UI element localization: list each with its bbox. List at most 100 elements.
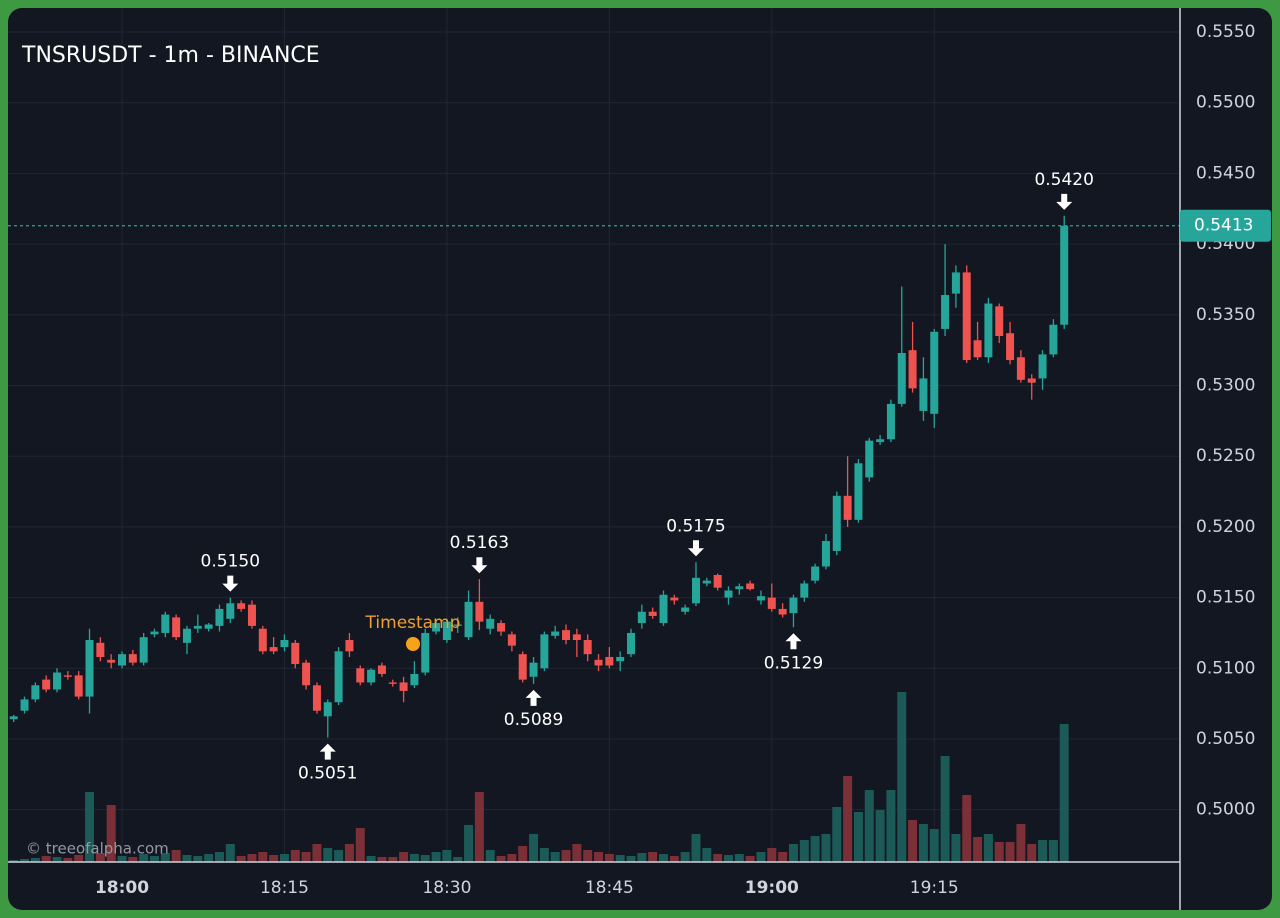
volume-bar	[420, 855, 430, 862]
candle-body	[778, 608, 787, 615]
annotation-label: 0.5163	[450, 533, 509, 553]
volume-bar	[464, 825, 474, 862]
candle-body	[681, 607, 690, 612]
annotation-label: 0.5420	[1034, 170, 1093, 190]
candle-body	[410, 673, 419, 686]
volume-bar	[507, 854, 517, 862]
volume-bar	[1027, 844, 1037, 862]
arrow-down	[1056, 193, 1073, 210]
volume-bar	[875, 810, 885, 862]
volume-bar	[1048, 840, 1058, 862]
y-tick-label: 0.5450	[1196, 163, 1255, 183]
watermark: © treeofalpha.com	[26, 840, 169, 858]
volume-bar	[983, 834, 993, 862]
candle-body	[139, 637, 148, 663]
candle-body	[507, 634, 516, 646]
last-price-box	[1180, 209, 1271, 242]
arrow-up	[525, 689, 542, 706]
candle-body	[237, 603, 246, 609]
volume-bar	[388, 857, 398, 862]
candle-body	[919, 378, 928, 411]
candle-body	[995, 306, 1004, 337]
candle-body	[20, 699, 29, 711]
candle-body	[1027, 378, 1036, 383]
candle-body	[345, 640, 354, 652]
candle-body	[594, 659, 603, 666]
volume-bar	[539, 848, 549, 862]
candle-body	[367, 669, 376, 683]
volume-bar	[832, 807, 842, 862]
candle-body	[161, 614, 170, 633]
candle-body	[627, 632, 636, 655]
volume-bar	[431, 852, 441, 862]
x-tick-label: 18:30	[422, 878, 471, 898]
volume-bar	[269, 855, 279, 862]
volume-bar	[52, 857, 62, 862]
candle-body	[691, 577, 700, 604]
candle-body	[497, 623, 506, 632]
candle-body	[670, 597, 679, 601]
arrow-up	[785, 633, 802, 650]
candle-body	[572, 634, 581, 641]
volume-bar	[204, 854, 214, 862]
volume-bar	[442, 850, 452, 862]
candle-body	[464, 601, 473, 638]
candle-body	[518, 654, 527, 680]
volume-bar	[258, 852, 268, 862]
candle-body	[789, 597, 798, 614]
volume-bar	[572, 844, 582, 862]
x-tick-label: 19:15	[910, 878, 959, 898]
y-tick-label: 0.5350	[1196, 305, 1255, 325]
candle-body	[269, 647, 278, 652]
chart-title: TNSRUSDT - 1m - BINANCE	[21, 43, 320, 68]
annotation-label: 0.5175	[666, 516, 725, 536]
volume-bar	[409, 854, 419, 862]
volume-bar	[799, 840, 809, 862]
volume-bar	[973, 837, 983, 862]
candle-body	[323, 702, 332, 717]
volume-bar	[160, 853, 170, 862]
candle-body	[388, 682, 397, 684]
candle-body	[118, 654, 126, 666]
candle-body	[702, 580, 711, 584]
arrow-up	[319, 743, 336, 760]
volume-bar	[659, 854, 668, 862]
volume-bar	[691, 834, 701, 862]
candle-body	[832, 495, 841, 551]
volume-bar	[63, 858, 73, 862]
y-tick-label: 0.5300	[1196, 376, 1255, 396]
volume-bar	[594, 852, 604, 862]
volume-bar	[485, 850, 495, 862]
volume-bar	[669, 856, 679, 862]
y-tick-label: 0.5150	[1196, 588, 1255, 608]
volume-bar	[723, 855, 733, 862]
candle-body	[821, 541, 830, 567]
y-tick-label: 0.5500	[1196, 93, 1255, 113]
volume-bar	[583, 850, 593, 862]
candle-body	[724, 590, 733, 598]
candle-body	[85, 640, 94, 697]
volume-bar	[962, 795, 972, 862]
volume-bar	[778, 852, 788, 862]
candle-body	[854, 463, 863, 520]
volume-bar	[214, 852, 224, 862]
volume-bar	[334, 850, 344, 862]
volume-bar	[529, 834, 539, 862]
candle-body	[951, 272, 960, 294]
y-tick-label: 0.5200	[1196, 517, 1255, 537]
volume-bar	[106, 805, 116, 862]
volume-bar	[897, 692, 907, 862]
candle-body	[399, 682, 408, 691]
candle-body	[756, 596, 765, 601]
candle-body	[637, 611, 646, 624]
volume-bar	[561, 850, 571, 862]
candle-body	[605, 656, 614, 666]
candle-body	[128, 654, 137, 663]
volume-bar	[626, 856, 636, 862]
candle-body	[96, 642, 105, 657]
volume-bar	[366, 856, 376, 862]
candle-body	[1016, 357, 1025, 380]
volume-bar	[355, 828, 365, 862]
volume-bar	[745, 856, 755, 862]
